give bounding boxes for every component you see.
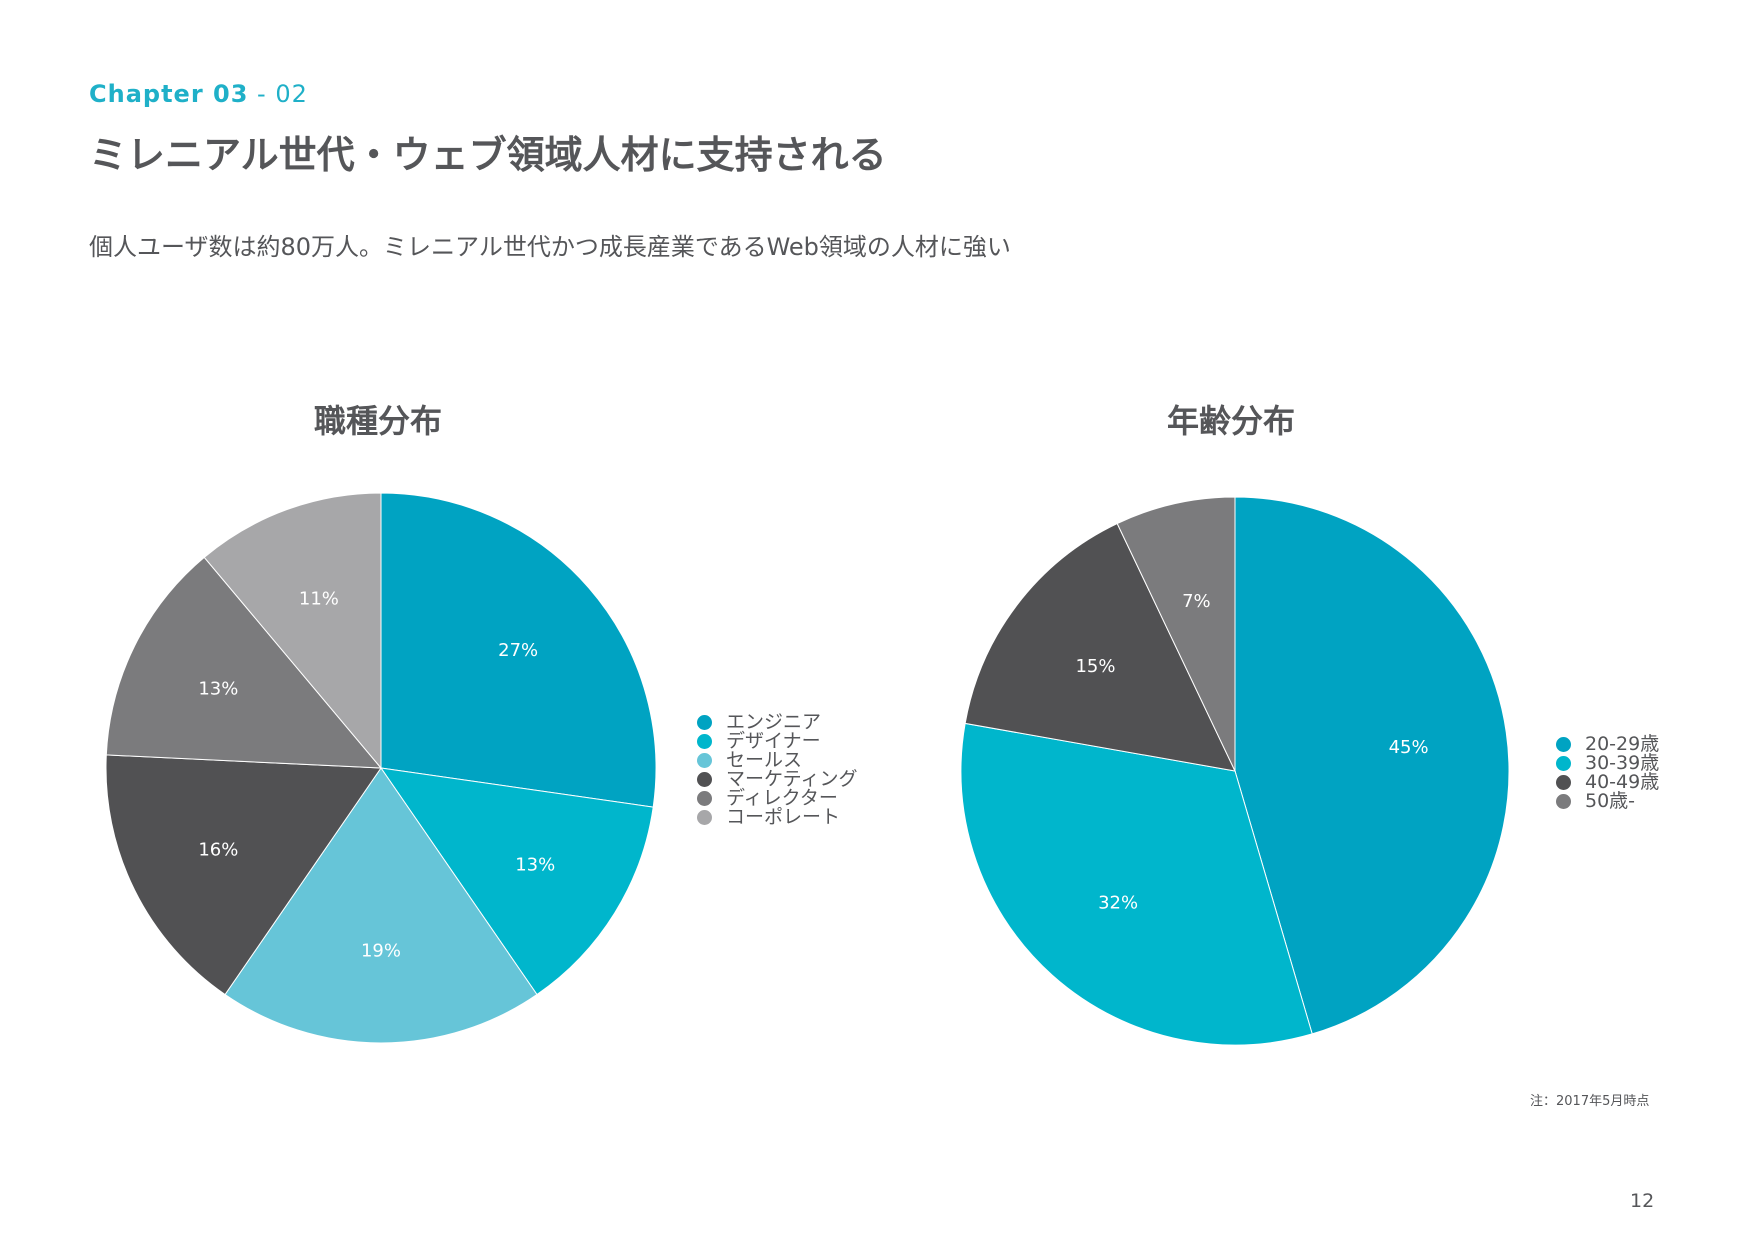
legend-label: ディレクター	[726, 787, 838, 809]
legend-label: 20-29歳	[1585, 733, 1660, 755]
pie-slice-occupation-4	[105, 556, 383, 769]
legend-swatch	[1556, 794, 1571, 809]
footnote: 注：2017年5月時点	[1530, 1094, 1650, 1109]
legend-item: 30-39歳	[1556, 754, 1659, 773]
pie-value-label: 16%	[198, 840, 238, 861]
pie-slice-occupation-3	[105, 754, 382, 996]
chart-title-occupation: 職種分布	[313, 402, 442, 440]
legend-swatch	[697, 715, 712, 730]
legend-swatch	[697, 810, 712, 825]
pie-value-label: 13%	[198, 678, 238, 699]
lead-text: 個人ユーザ数は約80万人。ミレニアル世代かつ成長産業であるWeb領域の人材に強い	[89, 233, 1011, 261]
pie-value-label: 11%	[299, 588, 339, 609]
legend-label: エンジニア	[726, 711, 822, 733]
legend-label: 50歳-	[1585, 790, 1636, 812]
legend-label: デザイナー	[726, 730, 821, 752]
legend-swatch	[697, 772, 712, 787]
legend-label: コーポレート	[726, 806, 841, 828]
legend-item: 50歳-	[1556, 792, 1659, 811]
legend-item: コーポレート	[697, 808, 857, 827]
pie-value-label: 19%	[361, 941, 401, 962]
legend-swatch	[697, 734, 712, 749]
legend-label: セールス	[726, 749, 803, 771]
legend-label: 40-49歳	[1585, 771, 1660, 793]
pie-value-label: 13%	[515, 855, 555, 876]
legend-item: 20-29歳	[1556, 735, 1659, 754]
legend-item: マーケティング	[697, 770, 857, 789]
legend-item: ディレクター	[697, 789, 857, 808]
legend-swatch	[1556, 737, 1571, 752]
chart-title-age: 年齢分布	[1166, 402, 1295, 440]
legend-swatch	[697, 753, 712, 768]
legend-item: 40-49歳	[1556, 773, 1659, 792]
pie-value-label: 27%	[498, 640, 538, 661]
legend-label: マーケティング	[726, 768, 858, 790]
legend-item: セールス	[697, 751, 857, 770]
legend-swatch	[1556, 775, 1571, 790]
legend-item: デザイナー	[697, 732, 857, 751]
legend-age: 20-29歳 30-39歳 40-49歳 50歳-	[1556, 735, 1659, 811]
page-number: 12	[1630, 1190, 1655, 1212]
legend-label: 30-39歳	[1585, 752, 1660, 774]
page-title: ミレニアル世代・ウェブ領域人材に支持される	[89, 133, 887, 177]
legend-item: エンジニア	[697, 713, 857, 732]
chapter-label: Chapter 03 - 02	[89, 80, 308, 108]
chapter-number: 02	[275, 80, 308, 108]
chapter-separator: -	[248, 80, 276, 108]
chapter-name: Chapter 03	[89, 80, 249, 108]
legend-occupation: エンジニア デザイナー セールス マーケティング ディレクター コーポレート	[697, 713, 857, 827]
pie-slice-occupation-0	[380, 492, 657, 808]
pie-slice-occupation-5	[203, 492, 382, 770]
pie-slice-occupation-2	[224, 767, 538, 1044]
legend-swatch	[697, 791, 712, 806]
pie-slice-occupation-1	[379, 767, 654, 996]
legend-swatch	[1556, 756, 1571, 771]
